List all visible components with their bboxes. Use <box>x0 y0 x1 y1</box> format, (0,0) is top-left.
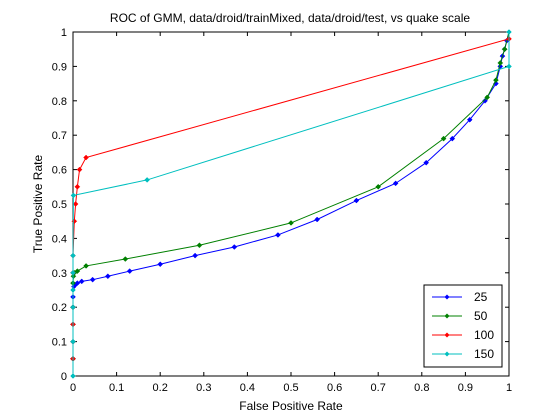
y-tick-label: 0.3 <box>52 268 67 280</box>
data-point <box>506 29 512 35</box>
chart-title: ROC of GMM, data/droid/trainMixed, data/… <box>110 11 470 25</box>
data-point <box>375 183 382 190</box>
legend-label: 50 <box>474 309 488 323</box>
data-point <box>78 278 85 285</box>
series-group <box>70 29 512 379</box>
y-tick-label: 0.8 <box>52 96 67 108</box>
x-tick-label: 0.5 <box>283 382 298 394</box>
data-point <box>497 60 504 66</box>
data-point <box>83 263 89 269</box>
legend-item: 150 <box>432 347 494 361</box>
data-point <box>440 135 447 142</box>
legend-item: 50 <box>432 309 488 323</box>
data-point <box>70 269 76 276</box>
x-tick-label: 1 <box>506 382 512 394</box>
legend: 25 50 100 150 <box>423 284 503 368</box>
y-axis-ticks: 0 0.1 0.2 0.3 0.4 0.5 0.6 0.7 0.8 0.9 1 <box>52 27 509 383</box>
x-axis-label: False Positive Rate <box>239 399 343 413</box>
data-point <box>105 273 111 280</box>
x-tick-label: 0.9 <box>458 382 473 394</box>
data-point <box>89 276 96 283</box>
data-point <box>288 220 294 226</box>
data-point <box>506 63 512 70</box>
series-line <box>72 32 510 376</box>
data-point <box>74 280 81 286</box>
data-point <box>144 177 150 183</box>
legend-box <box>423 284 503 368</box>
legend-item: 100 <box>432 328 494 342</box>
data-point <box>70 304 76 311</box>
legend-label: 100 <box>474 328 494 342</box>
data-point <box>493 77 499 84</box>
data-point <box>484 94 491 101</box>
y-axis-label: True Positive Rate <box>31 155 45 254</box>
data-point <box>74 183 81 190</box>
data-point <box>231 244 238 250</box>
y-tick-label: 0.2 <box>52 302 67 314</box>
x-tick-label: 0.4 <box>240 382 255 394</box>
data-point <box>70 252 76 259</box>
legend-marker <box>444 313 450 319</box>
data-point <box>501 46 508 53</box>
legend-marker <box>444 351 450 357</box>
x-tick-label: 0.3 <box>196 382 211 394</box>
y-tick-label: 0 <box>61 371 67 383</box>
y-tick-label: 1 <box>61 27 67 39</box>
data-point <box>466 116 473 123</box>
x-tick-label: 0.1 <box>109 382 124 394</box>
data-point <box>192 252 198 259</box>
x-tick-label: 0.2 <box>153 382 168 394</box>
legend-marker <box>444 294 450 300</box>
legend-item: 25 <box>432 290 488 304</box>
legend-label: 150 <box>474 347 494 361</box>
y-tick-label: 0.7 <box>52 130 67 142</box>
data-point <box>423 159 430 166</box>
legend-label: 25 <box>474 290 488 304</box>
data-point <box>83 154 89 161</box>
y-tick-label: 0.4 <box>52 233 67 245</box>
y-tick-label: 0.9 <box>52 61 67 73</box>
data-point <box>76 166 83 173</box>
data-point <box>70 287 76 293</box>
x-axis-ticks: 0 0.1 0.2 0.3 0.4 0.5 0.6 0.7 0.8 0.9 1 <box>70 32 512 394</box>
x-tick-label: 0.8 <box>414 382 429 394</box>
x-tick-label: 0.6 <box>327 382 342 394</box>
data-point <box>449 135 456 142</box>
data-point <box>314 216 321 223</box>
y-tick-label: 0.5 <box>52 199 67 211</box>
data-point <box>392 180 399 187</box>
y-tick-label: 0.1 <box>52 337 67 349</box>
legend-marker <box>444 332 450 338</box>
data-point <box>70 338 76 345</box>
x-tick-label: 0 <box>70 382 76 394</box>
y-tick-label: 0.6 <box>52 165 67 177</box>
data-point <box>353 197 360 204</box>
data-point <box>72 201 79 207</box>
data-point <box>70 373 76 379</box>
data-point <box>482 97 488 104</box>
data-point <box>275 232 281 238</box>
data-point <box>122 256 129 262</box>
data-point <box>70 192 77 199</box>
data-point <box>74 268 81 274</box>
series-150 <box>70 29 512 379</box>
data-point <box>196 242 203 249</box>
x-tick-label: 0.7 <box>371 382 386 394</box>
data-point <box>126 268 133 274</box>
data-point <box>157 261 164 268</box>
